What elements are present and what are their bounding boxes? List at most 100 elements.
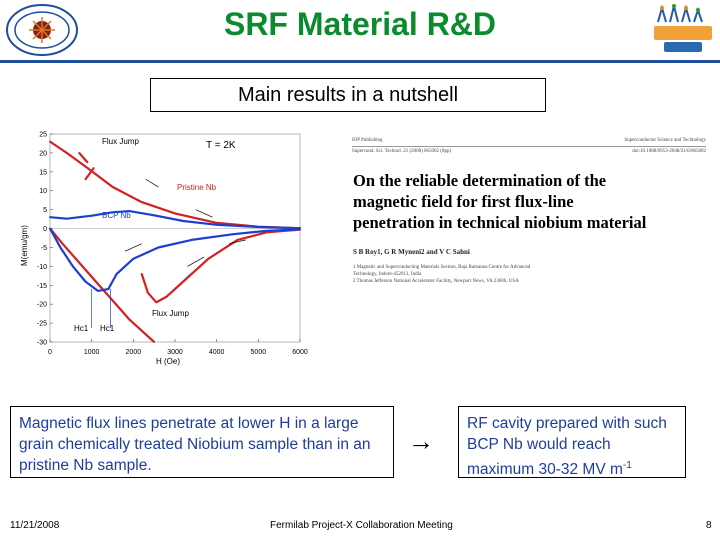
paper-affiliation-1b: Technology, Indore-452013, India: [353, 272, 422, 277]
series-line-pristine-nb-0: [49, 227, 155, 343]
data-point: [78, 261, 81, 264]
x-tick-label: 0: [48, 349, 52, 356]
footer-meeting: Fermilab Project-X Collaboration Meeting: [270, 520, 453, 531]
data-point: [215, 221, 218, 224]
data-point: [190, 238, 193, 241]
paper-authors: S B Roy1, G R Myneni2 and V C Sahni: [353, 248, 470, 256]
data-point: [157, 246, 160, 249]
pakave-logo-icon: [654, 4, 712, 52]
paper-affiliation-2: 2 Thomas Jefferson National Accelerator …: [353, 279, 519, 284]
data-point: [107, 288, 110, 290]
data-point: [84, 280, 87, 283]
data-point: [128, 318, 131, 321]
paper-publisher: IOP Publishing: [352, 138, 383, 143]
data-point: [132, 257, 135, 260]
series-line-pristine-nb-4: [78, 152, 89, 164]
data-point: [182, 220, 185, 222]
x-tick-label: 3000: [167, 349, 183, 356]
data-point: [84, 178, 87, 181]
data-point: [299, 227, 301, 230]
y-tick-label: -5: [41, 245, 47, 252]
conclusion-text: RF cavity prepared with such BCP Nb woul…: [467, 415, 667, 479]
data-point: [153, 341, 156, 343]
data-point: [128, 210, 131, 213]
y-tick-label: 20: [39, 150, 47, 157]
x-tick-label: 4000: [209, 349, 225, 356]
data-point: [207, 257, 210, 260]
data-point: [111, 299, 114, 302]
paper-title-line-2: magnetic field for first flux-line: [353, 192, 574, 211]
footer-page-number: 8: [706, 520, 712, 531]
data-point: [65, 217, 68, 220]
series-line-bcp-nb-1: [49, 210, 301, 230]
data-point: [265, 229, 268, 232]
y-tick-label: 15: [39, 169, 47, 176]
direction-arrow: [229, 239, 246, 245]
chart-ylabel: M(emu/gm): [20, 225, 29, 266]
data-point: [59, 246, 62, 249]
annotation-flux-jump-bottom: Flux Jump: [152, 309, 189, 318]
data-point: [97, 290, 99, 292]
data-point: [49, 227, 51, 230]
chart-title: T = 2K: [206, 140, 236, 151]
x-tick-label: 6000: [292, 349, 308, 356]
chart-xlabel: H (Oe): [156, 357, 180, 366]
y-tick-label: -30: [37, 340, 47, 347]
y-tick-label: 25: [39, 132, 47, 139]
paper-citation: Supercond. Sci. Technol. 21 (2008) 06500…: [352, 149, 452, 154]
paper-affiliation-1: 1 Magnetic and Superconducting Materials…: [353, 265, 531, 270]
paper-journal-name: Superconductor Science and Technology: [624, 138, 706, 143]
data-point: [65, 152, 68, 154]
slide-title: SRF Material R&D: [223, 6, 497, 42]
annotation-hc1-pristine: Hc1: [100, 324, 115, 333]
arrow-right-icon: →: [408, 426, 434, 456]
data-point: [78, 152, 81, 154]
paper-excerpt: IOP Publishing Superconductor Science an…: [340, 134, 712, 310]
institute-logo-icon: [6, 4, 78, 56]
y-tick-label: 10: [39, 188, 47, 195]
data-point: [215, 223, 218, 226]
annotation-hc1-bcp: Hc1: [74, 324, 89, 333]
finding-text-box: Magnetic flux lines penetrate at lower H…: [10, 406, 394, 478]
title-rule: [0, 60, 720, 63]
y-tick-label: -25: [37, 321, 47, 328]
data-point: [174, 212, 176, 215]
data-point: [153, 214, 156, 217]
direction-arrow: [124, 243, 142, 252]
data-point: [61, 242, 64, 245]
annotation-flux-jump-top: Flux Jump: [102, 137, 139, 146]
data-point: [257, 226, 260, 228]
data-point: [92, 167, 95, 169]
direction-arrow: [145, 179, 159, 188]
direction-arrow: [187, 256, 205, 267]
data-point: [49, 216, 51, 219]
chart-series: [49, 140, 301, 343]
data-point: [86, 167, 89, 169]
magnetization-chart: 0 1000 2000 3000 4000 5000 6000 -30 -25 -20 -15 -10…: [20, 132, 308, 367]
y-tick-label: -15: [37, 283, 47, 290]
annotation-bcp-nb: BCP Nb: [102, 211, 131, 220]
data-point: [144, 333, 147, 336]
data-point: [236, 238, 239, 241]
data-point: [115, 273, 118, 275]
data-point: [94, 280, 97, 283]
annotation-pristine-nb: Pristine Nb: [177, 183, 217, 192]
direction-arrow: [195, 209, 213, 218]
subtitle-box: Main results in a nutshell: [150, 78, 546, 112]
data-point: [232, 233, 235, 236]
data-point: [140, 273, 143, 275]
conclusion-superscript: -1: [622, 460, 632, 471]
x-tick-label: 2000: [126, 349, 142, 356]
data-point: [72, 265, 74, 268]
paper-rule: [352, 146, 706, 147]
y-tick-label: 5: [43, 207, 47, 214]
x-tick-label: 1000: [84, 349, 100, 356]
data-point: [140, 201, 143, 203]
data-point: [182, 280, 185, 283]
data-point: [147, 291, 149, 294]
data-point: [86, 161, 89, 164]
data-point: [111, 211, 114, 214]
series-line-pristine-nb-3: [84, 167, 95, 181]
data-point: [111, 186, 114, 188]
data-point: [155, 301, 158, 304]
